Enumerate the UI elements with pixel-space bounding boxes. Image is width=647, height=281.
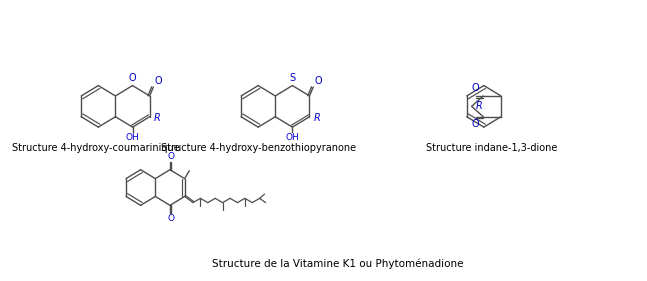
Text: R: R (313, 113, 320, 123)
Text: O: O (472, 83, 479, 94)
Text: R: R (153, 113, 160, 123)
Text: O: O (472, 119, 479, 129)
Text: OH: OH (126, 133, 139, 142)
Text: O: O (167, 152, 174, 161)
Text: S: S (289, 73, 296, 83)
Text: O: O (314, 76, 322, 86)
Text: Structure 4-hydroxy-coumarinique: Structure 4-hydroxy-coumarinique (12, 143, 179, 153)
Text: O: O (155, 76, 162, 86)
Text: R: R (476, 101, 482, 111)
Text: Structure 4-hydroxy-benzothiopyranone: Structure 4-hydroxy-benzothiopyranone (160, 143, 356, 153)
Text: O: O (129, 73, 137, 83)
Text: OH: OH (285, 133, 300, 142)
Text: Structure de la Vitamine K1 ou Phytoménadione: Structure de la Vitamine K1 ou Phytoména… (212, 258, 464, 269)
Text: Structure indane-1,3-dione: Structure indane-1,3-dione (426, 143, 557, 153)
Text: O: O (167, 214, 174, 223)
